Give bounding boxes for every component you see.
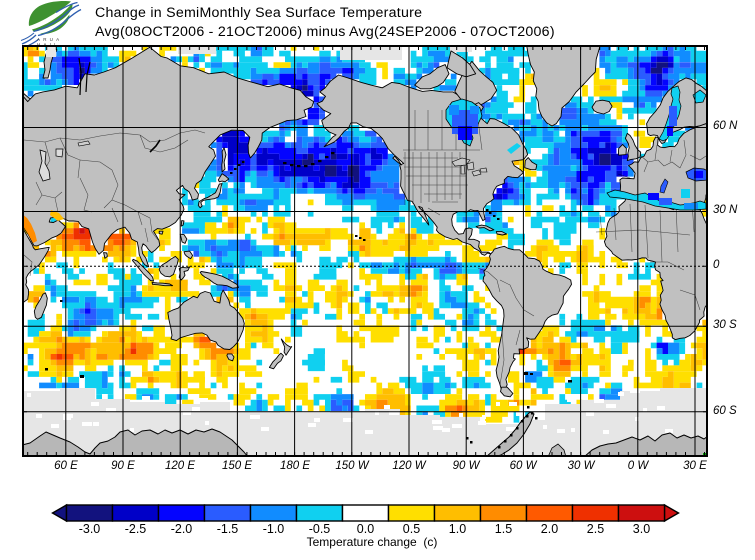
- svg-text:-2.0: -2.0: [171, 522, 193, 536]
- svg-text:3.0: 3.0: [633, 522, 650, 536]
- svg-text:-3.0: -3.0: [79, 522, 101, 536]
- svg-text:-0.5: -0.5: [309, 522, 331, 536]
- svg-text:HAIL: HAIL: [37, 42, 60, 47]
- svg-text:1.0: 1.0: [449, 522, 466, 536]
- svg-text:-1.0: -1.0: [263, 522, 285, 536]
- svg-text:-1.5: -1.5: [217, 522, 239, 536]
- svg-text:0.0: 0.0: [357, 522, 374, 536]
- svg-text:-2.5: -2.5: [125, 522, 147, 536]
- svg-text:Temperature change (c): Temperature change (c): [307, 535, 438, 549]
- svg-text:ARUA: ARUA: [37, 37, 62, 42]
- svg-text:2.0: 2.0: [541, 522, 558, 536]
- svg-text:1.5: 1.5: [495, 522, 512, 536]
- svg-text:2.5: 2.5: [587, 522, 604, 536]
- svg-text:0.5: 0.5: [403, 522, 420, 536]
